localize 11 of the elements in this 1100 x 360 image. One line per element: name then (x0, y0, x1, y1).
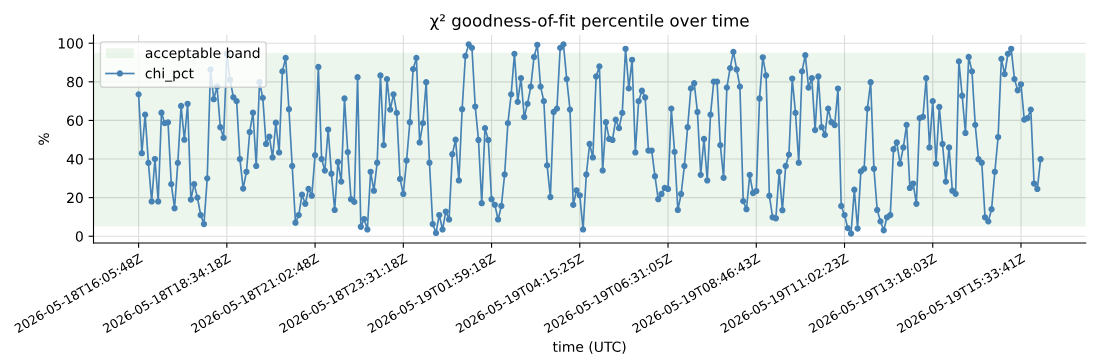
y-axis-title: % (38, 133, 50, 145)
y-tick-label: 100 (58, 38, 83, 49)
y-tick-label: 0 (75, 231, 83, 242)
y-tick-label: 60 (67, 115, 83, 126)
y-tick-label: 80 (67, 76, 83, 88)
band-label: acceptable band (145, 47, 260, 61)
y-tick-label: 40 (66, 154, 83, 165)
x-axis-title: time (UTC) (552, 341, 626, 354)
legend-label: chi_pct (145, 67, 194, 82)
chart-title: χ² goodness-of-fit percentile over time (430, 13, 749, 31)
y-tick-label: 20 (67, 192, 83, 204)
